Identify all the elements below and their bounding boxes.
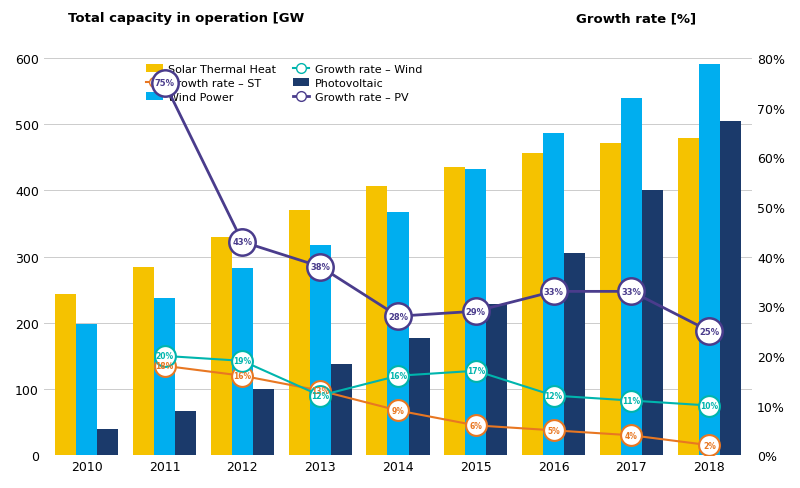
Text: 11%: 11% (622, 396, 641, 405)
Text: 19%: 19% (234, 357, 251, 366)
Bar (678, 138, 699, 455)
Bar (466, 170, 486, 455)
Bar (330, 364, 352, 455)
Bar (522, 154, 543, 455)
Bar (289, 211, 310, 455)
Bar (253, 389, 274, 455)
Bar (564, 254, 585, 455)
Text: Growth rate [%]: Growth rate [%] (576, 12, 696, 25)
Text: 38%: 38% (310, 263, 330, 271)
Text: 12%: 12% (545, 391, 562, 400)
Text: 2%: 2% (703, 441, 716, 450)
Text: 10%: 10% (700, 401, 718, 410)
Bar (232, 268, 253, 455)
Bar (55, 295, 76, 455)
Text: 20%: 20% (155, 352, 174, 361)
Bar (366, 186, 387, 455)
Text: 28%: 28% (388, 312, 408, 321)
Bar (642, 190, 663, 455)
Bar (76, 325, 97, 455)
Text: 16%: 16% (389, 371, 407, 381)
Text: 33%: 33% (622, 287, 642, 296)
Bar (211, 237, 232, 455)
Bar (387, 212, 409, 455)
Bar (154, 298, 175, 455)
Bar (409, 338, 430, 455)
Bar (97, 429, 118, 455)
Text: 13%: 13% (311, 386, 330, 395)
Text: 16%: 16% (234, 371, 251, 381)
Legend: Solar Thermal Heat, Growth rate – ST, Wind Power, Growth rate – Wind, Photovolta: Solar Thermal Heat, Growth rate – ST, Wi… (142, 61, 427, 107)
Text: 12%: 12% (311, 391, 330, 400)
Bar (621, 99, 642, 455)
Bar (175, 411, 196, 455)
Bar (310, 245, 330, 455)
Text: 75%: 75% (154, 79, 174, 88)
Text: 9%: 9% (391, 406, 405, 415)
Text: 29%: 29% (466, 307, 486, 316)
Bar (720, 122, 741, 455)
Text: 5%: 5% (547, 426, 560, 435)
Text: 25%: 25% (699, 327, 719, 336)
Bar (444, 168, 466, 455)
Bar (486, 305, 507, 455)
Bar (699, 65, 720, 455)
Text: 43%: 43% (232, 238, 252, 247)
Bar (133, 268, 154, 455)
Bar (543, 134, 564, 455)
Text: 17%: 17% (466, 366, 485, 375)
Text: 33%: 33% (544, 287, 564, 296)
Text: 4%: 4% (625, 431, 638, 440)
Text: 6%: 6% (470, 421, 482, 430)
Text: 18%: 18% (155, 362, 174, 370)
Text: Total capacity in operation [GW: Total capacity in operation [GW (68, 12, 304, 25)
Bar (600, 143, 621, 455)
